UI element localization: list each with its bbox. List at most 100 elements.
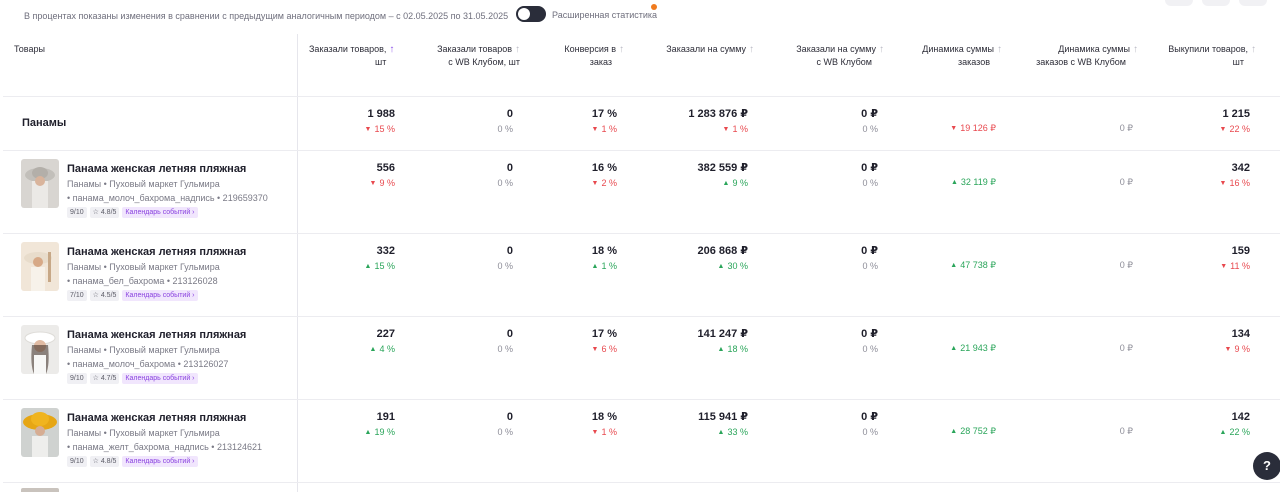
column-header-orders-sum-wbclub[interactable]: Заказали на сумму ↑ с WB Клубом [770,43,884,68]
group-title[interactable]: Панамы [22,117,67,129]
product-photo-partial[interactable] [21,488,59,492]
metric-delta: ▲ 47 738 ₽ [950,259,996,272]
cell-orders-sum: 115 941 ₽ ▲ 33 % [698,411,748,439]
product-sku: • панама_молоч_бахрома • 213126027 [67,359,229,369]
column-header-orders-sum[interactable]: Заказали на сумму ↑ [640,43,754,56]
extended-stats-toggle[interactable] [516,6,546,22]
help-button[interactable]: ? [1253,452,1280,480]
cell-orders-count: 1 988 ▼ 15 % [365,108,395,136]
cell-orders-sum-wbclub: 0 ₽0 % [861,328,878,355]
column-header-orders-count[interactable]: Заказали товаров, ↑ шт [309,43,405,68]
photo-beige [21,242,59,291]
trend-down-icon: ▼ [591,180,599,187]
metric-delta: 0 % [861,343,878,355]
metric-delta: ▼ 1 % [688,123,748,136]
product-name[interactable]: Панама женская летняя пляжная [67,412,247,424]
trend-up-icon: ▲ [364,263,372,270]
metric-delta-text: 0 % [862,261,878,271]
toolbar-button-3[interactable] [1239,0,1267,6]
product-name[interactable]: Панама женская летняя пляжная [67,246,247,258]
cell-orders-count: 332 ▲ 15 % [365,245,395,273]
column-header-sum-dynamics-wbclub[interactable]: Динамика суммы ↑ заказов с WB Клубом [1020,43,1138,68]
sort-arrow-icon[interactable]: ↑ [879,44,884,55]
metric-delta-text: 19 % [374,427,395,437]
cell-orders-count: 227 ▲ 4 % [370,328,395,356]
metric-delta: ▲ 32 119 ₽ [951,176,996,189]
cell-orders-sum-wbclub: 0 ₽0 % [861,245,878,272]
header-label: Товары [14,44,45,54]
toolbar-button-2[interactable] [1202,0,1230,6]
header-label-2: с WB Клубом, шт [448,57,520,67]
trend-up-icon: ▲ [722,180,730,187]
extended-stats-label[interactable]: Расширенная статистика [552,10,658,20]
column-header-conversion[interactable]: Конверсия в ↑ заказ [540,43,624,68]
row-divider [3,96,1280,97]
metric-delta-text: 33 % [727,427,748,437]
cell-conversion: 18 % ▲ 1 % [592,245,617,273]
metric-delta-text: 11 % [1230,261,1250,271]
product-sku: • панама_желт_бахрома_надпись • 21312462… [67,442,262,452]
calendar-events-button[interactable]: Календарь событий › [122,290,198,301]
product-name[interactable]: Панама женская летняя пляжная [67,163,247,175]
metric-delta-text: 0 % [497,344,513,354]
column-header-products[interactable]: Товары [14,43,45,55]
product-photo[interactable] [21,325,59,374]
sort-arrow-icon[interactable]: ↑ [619,44,624,55]
cell-sum-dynamics-wbclub: 0 ₽ [1120,259,1133,271]
metric-delta-text: 1 % [601,427,617,437]
sort-arrow-icon[interactable]: ↑ [389,44,395,55]
trend-up-icon: ▲ [369,346,377,353]
cell-buyouts: 342 ▼ 16 % [1220,162,1250,190]
cell-sum-dynamics: ▲ 32 119 ₽ [951,176,996,189]
sort-arrow-icon[interactable]: ↑ [515,44,520,55]
toolbar-button-1[interactable] [1165,0,1193,6]
calendar-events-button[interactable]: Календарь событий › [122,456,198,467]
header-label: Динамика суммы [922,44,994,54]
sort-arrow-icon[interactable]: ↑ [997,44,1002,55]
cell-sum-dynamics-wbclub: 0 ₽ [1120,176,1133,188]
trend-down-icon: ▼ [591,126,599,133]
metric-delta: 0 % [497,177,513,189]
column-divider [297,34,298,492]
metric-value: 17 % [591,108,617,120]
metric-delta: ▼ 9 % [370,177,395,190]
metric-value: 16 % [591,162,617,174]
trend-down-icon: ▼ [1220,263,1228,270]
metric-delta-text: 22 % [1229,124,1250,134]
metric-value: 191 [376,411,395,423]
product-photo[interactable] [21,242,59,291]
product-chips: 9/10 ☆ 4.8/5 Календарь событий › [67,456,198,467]
metric-value: 134 [1231,328,1250,340]
header-label: Заказали товаров [437,44,512,54]
metric-delta: ▲ 28 752 ₽ [950,425,996,438]
metric-delta: ▲ 9 % [698,177,748,190]
metric-value: 115 941 ₽ [698,411,748,423]
metric-delta-text: 0 % [497,261,513,271]
column-header-buyouts[interactable]: Выкупили товаров, ↑ шт [1150,43,1256,68]
metric-value: 332 [376,245,395,257]
rating-badge: ☆ 4.8/5 [89,456,120,467]
metric-delta: 0 ₽ [1120,176,1133,188]
rating-badge: ☆ 4.8/5 [89,207,120,218]
score-badge: 7/10 [67,290,87,301]
product-photo[interactable] [21,408,59,457]
sort-arrow-icon[interactable]: ↑ [1133,44,1138,55]
column-header-sum-dynamics[interactable]: Динамика суммы ↑ заказов [896,43,1002,68]
sort-arrow-icon[interactable]: ↑ [1251,44,1256,55]
column-header-orders-wbclub[interactable]: Заказали товаров ↑ с WB Клубом, шт [420,43,520,68]
row-divider [3,233,1280,234]
product-name[interactable]: Панама женская летняя пляжная [67,329,247,341]
metric-delta-text: 0 ₽ [1119,177,1133,187]
toggle-knob [518,8,530,20]
metric-value: 0 [506,245,513,257]
metric-value: 382 559 ₽ [697,162,748,174]
calendar-events-button[interactable]: Календарь событий › [122,373,198,384]
header-label-2: с WB Клубом [816,57,872,67]
photo-yellow [21,408,59,457]
product-photo[interactable] [21,159,59,208]
calendar-events-button[interactable]: Календарь событий › [122,207,198,218]
period-note: В процентах показаны изменения в сравнен… [24,11,509,21]
photo-white [21,325,59,374]
sort-arrow-icon[interactable]: ↑ [749,44,754,55]
